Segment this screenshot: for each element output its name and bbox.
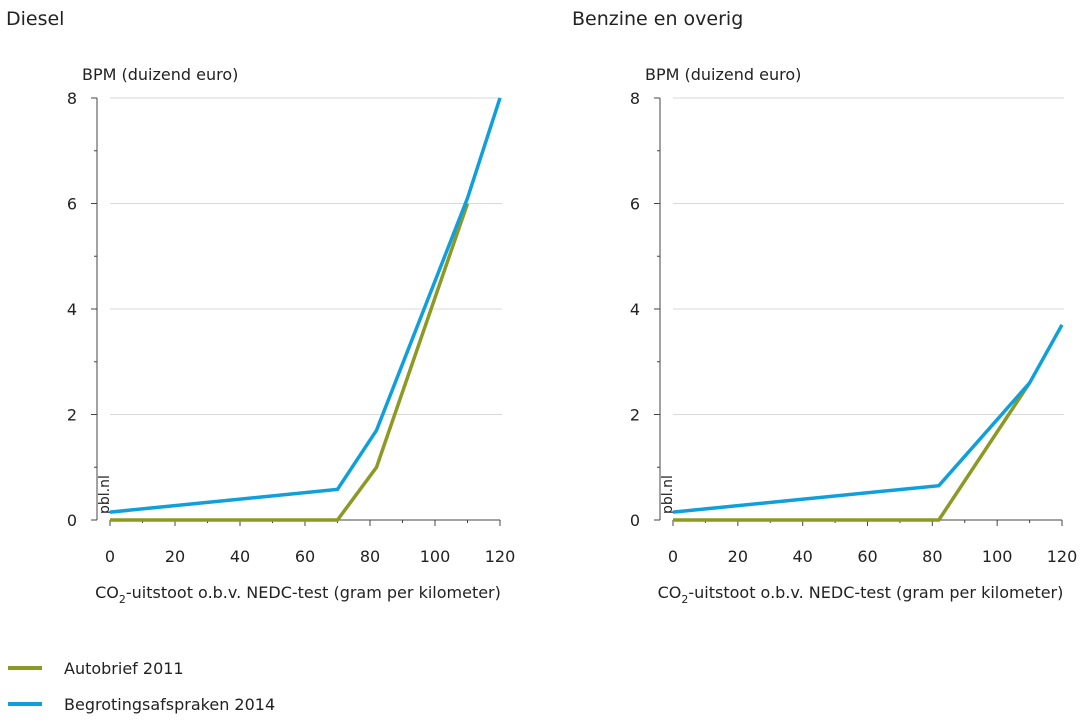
- panel1-y-tick-label: 6: [630, 195, 640, 214]
- panel1-series-line-begroting: [672, 323, 1064, 514]
- panel0-series-line-autobrief: [110, 202, 470, 522]
- legend-label-autobrief: Autobrief 2011: [64, 658, 184, 678]
- panel1-x-tick-label: 100: [982, 547, 1013, 566]
- panel1-x-tick-label: 80: [922, 547, 942, 566]
- panel1-y-tick-label: 4: [630, 300, 640, 319]
- panel0-x-tick-label: 40: [230, 547, 250, 566]
- panel0-y-axis-label: BPM (duizend euro): [82, 65, 238, 84]
- panel0-watermark: pbl.nl: [97, 475, 113, 514]
- panel1-series-line-autobrief: [673, 381, 1032, 522]
- panel1-watermark: pbl.nl: [660, 475, 676, 514]
- legend-item-autobrief: Autobrief 2011: [8, 650, 275, 686]
- panel0-y-tick-label: 0: [67, 511, 77, 530]
- panel-title-diesel: Diesel: [6, 8, 65, 30]
- panel0-x-tick-label: 120: [485, 547, 516, 566]
- panel1-x-tick-label: 0: [668, 547, 678, 566]
- panel0-series-line-begroting: [109, 97, 502, 514]
- panel1-x-axis-label: CO2-uitstoot o.b.v. NEDC-test (gram per …: [658, 583, 1064, 606]
- panel1-x-tick-label: 20: [728, 547, 748, 566]
- panel1-x-tick-label: 120: [1047, 547, 1078, 566]
- panel1-y-tick-label: 8: [630, 89, 640, 108]
- panel1-x-tick-label: 40: [792, 547, 812, 566]
- panel0-x-tick-label: 60: [295, 547, 315, 566]
- panel0-x-tick-label: 0: [105, 547, 115, 566]
- panel0-x-tick-label: 80: [360, 547, 380, 566]
- panel1-x-tick-label: 60: [857, 547, 877, 566]
- panel0-x-axis-label: CO2-uitstoot o.b.v. NEDC-test (gram per …: [95, 583, 501, 606]
- panel0-y-tick-label: 6: [67, 195, 77, 214]
- legend-label-begroting: Begrotingsafspraken 2014: [64, 694, 276, 714]
- panel0-x-tick-label: 20: [165, 547, 185, 566]
- panel1-y-tick-label: 2: [630, 406, 640, 425]
- legend-swatch-begroting: [8, 702, 42, 706]
- legend-item-begroting: Begrotingsafspraken 2014: [8, 686, 275, 722]
- panel-title-benzine: Benzine en overig: [572, 8, 744, 30]
- panel1-y-tick-label: 0: [630, 511, 640, 530]
- panel0-y-tick-label: 4: [67, 300, 77, 319]
- panel1-y-axis-label: BPM (duizend euro): [645, 65, 801, 84]
- panel0-y-tick-label: 2: [67, 406, 77, 425]
- panel0-y-tick-label: 8: [67, 89, 77, 108]
- legend: Autobrief 2011 Begrotingsafspraken 2014: [8, 650, 275, 722]
- panel0-x-tick-label: 100: [420, 547, 451, 566]
- legend-swatch-autobrief: [8, 666, 42, 670]
